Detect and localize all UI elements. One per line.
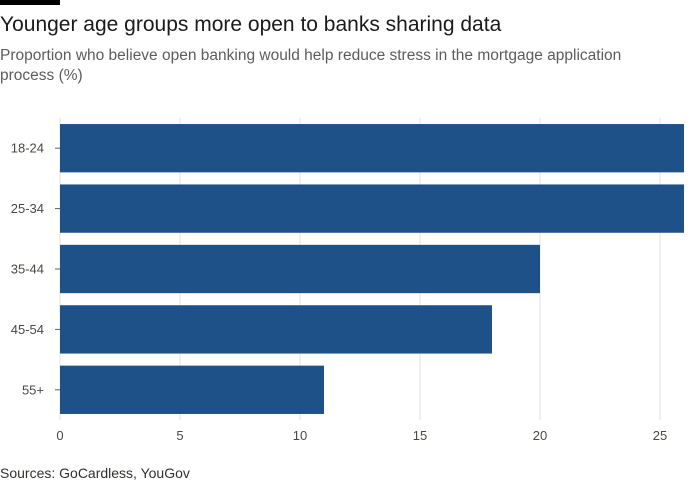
brand-accent-bar xyxy=(0,0,60,5)
bar-55+ xyxy=(60,365,324,414)
y-tick-label: 25-34 xyxy=(11,201,44,216)
y-tick-label: 18-24 xyxy=(11,141,44,156)
chart-subtitle: Proportion who believe open banking woul… xyxy=(0,47,622,84)
bar-45-54 xyxy=(60,305,492,354)
x-tick-label: 10 xyxy=(293,428,307,443)
bar-25-34 xyxy=(60,184,684,233)
x-tick-label: 15 xyxy=(413,428,427,443)
y-tick-label: 45-54 xyxy=(11,322,44,337)
y-tick-label: 55+ xyxy=(22,382,44,397)
y-tick-label: 35-44 xyxy=(11,262,44,277)
bar-35-44 xyxy=(60,244,540,294)
chart-title: Younger age groups more open to banks sh… xyxy=(0,13,502,36)
x-tick-label: 25 xyxy=(653,428,667,443)
x-tick-label: 5 xyxy=(176,428,183,443)
bar-18-24 xyxy=(60,124,684,173)
x-tick-label: 20 xyxy=(533,428,547,443)
x-tick-label: 0 xyxy=(56,428,63,443)
source-note: Sources: GoCardless, YouGov xyxy=(0,465,190,481)
